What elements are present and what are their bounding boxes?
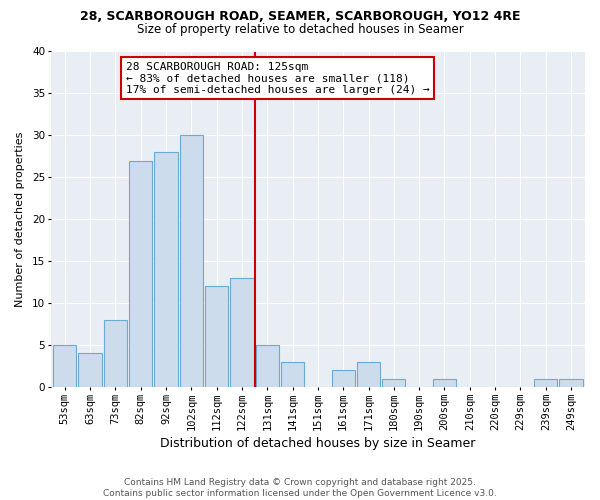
Bar [129,160,152,387]
Text: Contains HM Land Registry data © Crown copyright and database right 2025.
Contai: Contains HM Land Registry data © Crown c… [103,478,497,498]
Bar [534,378,557,387]
Y-axis label: Number of detached properties: Number of detached properties [15,132,25,307]
Bar [79,354,101,387]
Text: 28 SCARBOROUGH ROAD: 125sqm
← 83% of detached houses are smaller (118)
17% of se: 28 SCARBOROUGH ROAD: 125sqm ← 83% of det… [125,62,429,95]
Bar [281,362,304,387]
X-axis label: Distribution of detached houses by size in Seamer: Distribution of detached houses by size … [160,437,476,450]
Text: 28, SCARBOROUGH ROAD, SEAMER, SCARBOROUGH, YO12 4RE: 28, SCARBOROUGH ROAD, SEAMER, SCARBOROUG… [80,10,520,23]
Bar [433,378,456,387]
Bar [104,320,127,387]
Bar [230,278,254,387]
Bar [382,378,406,387]
Bar [205,286,228,387]
Bar [332,370,355,387]
Bar [256,345,279,387]
Bar [179,136,203,387]
Bar [559,378,583,387]
Bar [154,152,178,387]
Bar [53,345,76,387]
Bar [357,362,380,387]
Text: Size of property relative to detached houses in Seamer: Size of property relative to detached ho… [137,22,463,36]
